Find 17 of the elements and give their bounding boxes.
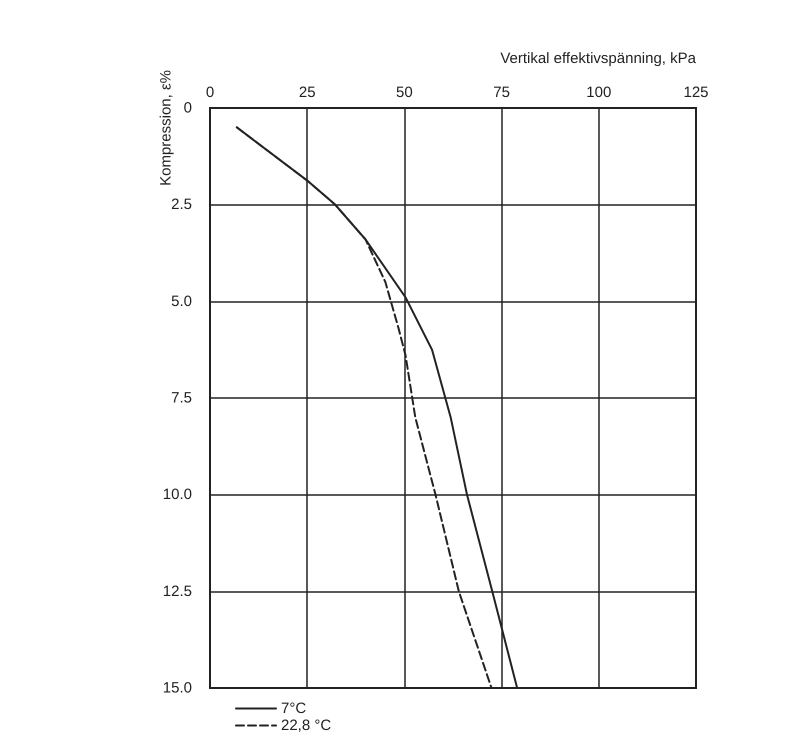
x-tick-label: 100 [586,84,612,101]
x-tick-label: 25 [298,84,316,101]
y-tick-label: 10.0 [162,486,192,504]
x-tick-label: 75 [493,84,510,101]
y-tick-label: 7.5 [171,390,192,406]
x-axis-title: Vertikal effektivspänning, kPa [500,50,697,67]
x-tick-label: 50 [396,84,413,101]
x-tick-label: 125 [683,84,709,101]
y-tick-label: 15.0 [162,680,192,696]
legend-label: 22,8 °C [281,717,332,734]
y-axis-title: Kompression, ε% [158,70,174,186]
x-tick-label: 0 [206,84,214,101]
y-tick-label: 5.0 [171,292,192,310]
legend-label: 7°C [281,700,306,717]
y-tick-label: 0 [184,100,192,116]
y-tick-label: 2.5 [171,196,192,214]
y-tick-label: 12.5 [162,582,192,600]
